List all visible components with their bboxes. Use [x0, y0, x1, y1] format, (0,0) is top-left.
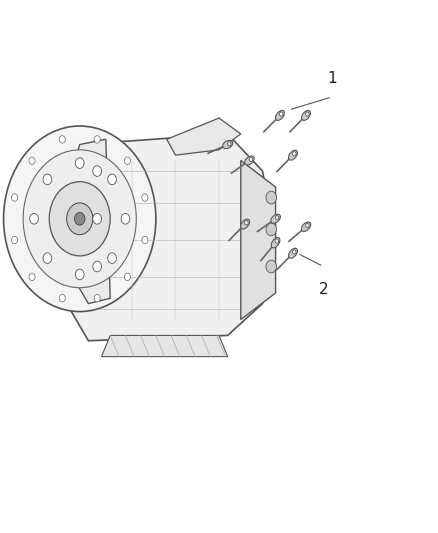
- Circle shape: [23, 150, 136, 288]
- Circle shape: [124, 157, 131, 164]
- Circle shape: [49, 182, 110, 256]
- Circle shape: [59, 136, 65, 143]
- Ellipse shape: [240, 219, 250, 229]
- Circle shape: [108, 174, 117, 185]
- Circle shape: [29, 273, 35, 280]
- Circle shape: [30, 214, 39, 224]
- Circle shape: [11, 236, 18, 244]
- Polygon shape: [167, 118, 241, 155]
- Circle shape: [124, 273, 131, 280]
- Polygon shape: [102, 335, 228, 357]
- Circle shape: [11, 194, 18, 201]
- Ellipse shape: [289, 150, 297, 160]
- Circle shape: [306, 223, 309, 228]
- Circle shape: [279, 112, 283, 116]
- Circle shape: [108, 253, 117, 263]
- Circle shape: [306, 112, 309, 116]
- Circle shape: [245, 221, 248, 225]
- Circle shape: [249, 157, 253, 161]
- Circle shape: [276, 216, 279, 220]
- Ellipse shape: [271, 237, 280, 248]
- Circle shape: [43, 253, 52, 263]
- Circle shape: [94, 294, 100, 302]
- Circle shape: [142, 194, 148, 201]
- Circle shape: [275, 239, 279, 243]
- Circle shape: [266, 191, 276, 204]
- Circle shape: [74, 213, 85, 225]
- Circle shape: [93, 214, 102, 224]
- Circle shape: [4, 126, 156, 312]
- Polygon shape: [67, 134, 276, 341]
- Circle shape: [43, 174, 52, 185]
- Circle shape: [75, 269, 84, 280]
- Circle shape: [93, 261, 102, 272]
- Circle shape: [59, 294, 65, 302]
- Polygon shape: [241, 160, 276, 319]
- Circle shape: [67, 203, 93, 235]
- Ellipse shape: [245, 156, 254, 165]
- Polygon shape: [67, 139, 110, 304]
- Circle shape: [94, 136, 100, 143]
- Circle shape: [228, 142, 231, 146]
- Circle shape: [266, 223, 276, 236]
- Ellipse shape: [301, 222, 311, 231]
- Circle shape: [142, 236, 148, 244]
- Ellipse shape: [302, 110, 311, 120]
- Ellipse shape: [289, 248, 297, 258]
- Ellipse shape: [276, 110, 284, 120]
- Circle shape: [29, 157, 35, 164]
- Circle shape: [266, 260, 276, 273]
- Text: 2: 2: [318, 282, 328, 297]
- Ellipse shape: [271, 214, 280, 223]
- Text: 1: 1: [327, 71, 337, 86]
- Ellipse shape: [223, 140, 233, 149]
- Circle shape: [293, 152, 296, 156]
- Circle shape: [293, 250, 296, 254]
- Circle shape: [93, 166, 102, 176]
- Circle shape: [75, 158, 84, 168]
- Circle shape: [121, 214, 130, 224]
